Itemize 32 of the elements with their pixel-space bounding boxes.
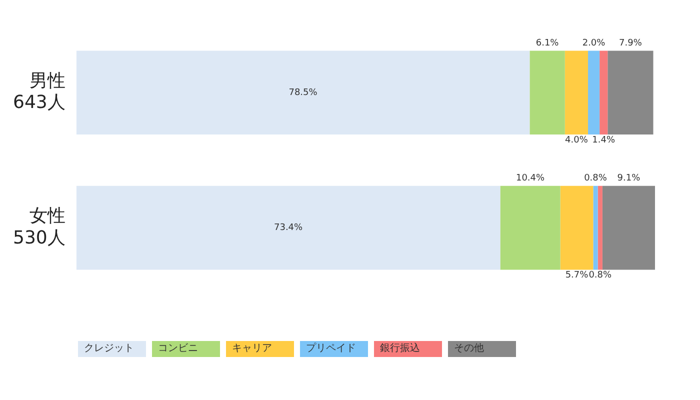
data-label: 0.8% [584,174,608,184]
bar [560,186,594,270]
text: プリペイド [300,341,368,357]
data-label: 5.7% [565,270,589,281]
text: コンビニ [152,341,220,357]
data-label: 78.5% [288,88,318,98]
data-label: 1.4% [592,135,616,146]
text: クレジット [78,341,146,357]
bar [530,50,565,135]
text: キャリア [226,341,294,357]
bar [600,50,608,135]
data-label: 7.9% [619,38,642,49]
bar [500,186,560,270]
bar [598,186,602,270]
data-label: 2.0% [582,38,606,49]
bar [588,50,600,135]
data-label: 6.1% [536,38,560,49]
data-label: 4.0% [565,135,588,146]
bar [608,50,654,135]
y-tick-label: 男性 643人 [12,70,66,114]
text: その他 [448,341,516,357]
text: 銀行振込 [374,341,442,357]
data-label: 0.8% [588,270,612,281]
bar [564,50,588,135]
bar [76,50,530,135]
data-label: 9.1% [617,174,641,184]
y-tick-label: 女性 530人 [12,206,66,248]
data-label: 73.4% [274,223,304,234]
data-label: 10.4% [516,174,546,184]
bar [76,186,500,270]
bar [593,186,598,270]
bar [602,186,655,270]
